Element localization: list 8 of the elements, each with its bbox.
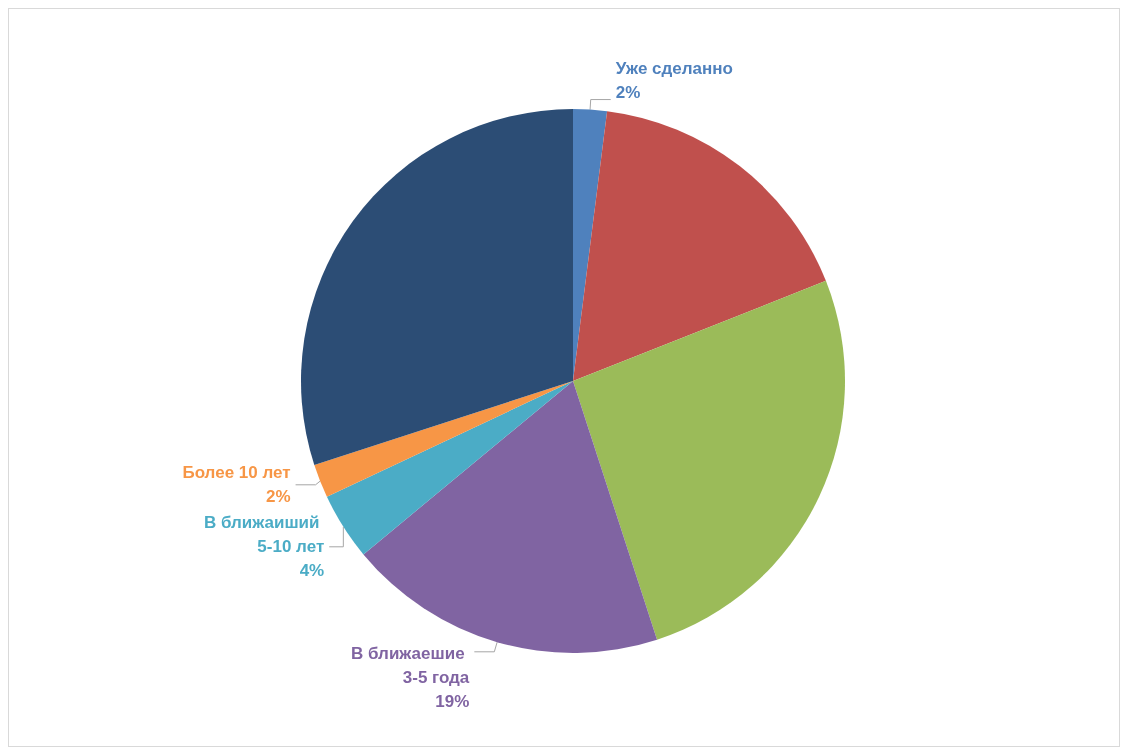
data-label: 2% xyxy=(266,487,291,507)
slice-label: В ближаешие 3-5 года xyxy=(351,643,470,687)
slice-label: Уже сделанно xyxy=(615,58,733,78)
data-label: 19% xyxy=(435,691,470,711)
data-label: 4% xyxy=(299,561,325,581)
data-label: 2% xyxy=(615,82,641,102)
slice-label: Более 10 лет xyxy=(182,463,291,483)
slice-label: В ближаиший 5-10 лет xyxy=(203,513,325,557)
